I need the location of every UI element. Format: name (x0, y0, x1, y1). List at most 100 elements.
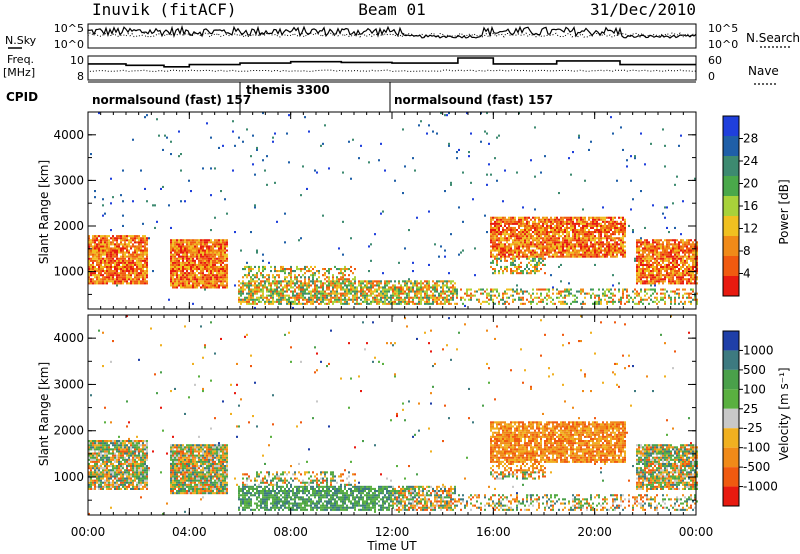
echo-cell (656, 251, 658, 254)
echo-cell (100, 268, 102, 271)
echo-cell (212, 270, 214, 273)
echo-cell (298, 302, 300, 305)
echo-cell (504, 251, 506, 254)
echo-cell (566, 247, 568, 250)
echo-cell (220, 276, 222, 279)
echo-cell (106, 263, 108, 266)
echo-cell (504, 245, 506, 248)
echo-cell (242, 280, 244, 283)
echo-cell (674, 259, 676, 262)
echo-cell (496, 222, 498, 225)
echo-cell (692, 257, 694, 260)
echo-cell (264, 300, 266, 303)
echo-cell (334, 280, 336, 283)
echo-cell (628, 294, 630, 297)
echo-cell (190, 190, 192, 193)
echo-cell (664, 251, 666, 254)
echo-cell (206, 268, 208, 271)
echo-cell (188, 259, 190, 262)
echo-cell (174, 239, 176, 242)
echo-cell (612, 216, 614, 219)
echo-cell (200, 259, 202, 262)
echo-cell (128, 276, 130, 279)
echo-cell (648, 302, 650, 305)
echo-cell (542, 222, 544, 225)
echo-cell (538, 229, 540, 232)
echo-cell (516, 272, 518, 275)
echo-cell (140, 261, 142, 264)
echo-cell (194, 265, 196, 268)
echo-cell (182, 276, 184, 279)
echo-cell (466, 290, 468, 293)
echo-cell (270, 302, 272, 305)
echo-cell (130, 265, 132, 268)
echo-cell (98, 251, 100, 254)
echo-cell (622, 233, 624, 236)
echo-cell (214, 253, 216, 256)
echo-cell (534, 226, 536, 229)
echo-cell (494, 268, 496, 271)
echo-cell (222, 282, 224, 285)
echo-cell (100, 255, 102, 258)
echo-cell (672, 247, 674, 250)
echo-cell (582, 239, 584, 242)
echo-cell (450, 298, 452, 301)
echo-cell (144, 241, 146, 244)
echo-cell (576, 218, 578, 221)
echo-cell (514, 247, 516, 250)
echo-cell (144, 280, 146, 283)
echo-cell (128, 261, 130, 264)
echo-cell (670, 243, 672, 246)
echo-cell (140, 253, 142, 256)
echo-cell (582, 222, 584, 225)
echo-cell (428, 282, 430, 285)
echo-cell (540, 298, 542, 301)
echo-cell (210, 257, 212, 260)
echo-cell (108, 270, 110, 273)
echo-cell (668, 241, 670, 244)
echo-cell (584, 245, 586, 248)
echo-cell (502, 298, 504, 301)
echo-cell (110, 249, 112, 252)
echo-cell (250, 290, 252, 293)
echo-cell (258, 284, 260, 287)
echo-cell (562, 229, 564, 232)
echo-cell (584, 179, 586, 182)
echo-cell (562, 247, 564, 250)
echo-cell (208, 268, 210, 271)
echo-cell (88, 241, 90, 244)
echo-cell (338, 292, 340, 295)
echo-cell (600, 243, 602, 246)
echo-cell (558, 247, 560, 250)
echo-cell (306, 270, 308, 273)
echo-cell (572, 239, 574, 242)
echo-cell (428, 288, 430, 291)
echo-cell (126, 261, 128, 264)
echo-cell (542, 255, 544, 258)
echo-cell (668, 245, 670, 248)
echo-cell (94, 253, 96, 256)
echo-cell (352, 272, 354, 275)
echo-cell (210, 241, 212, 244)
echo-cell (292, 282, 294, 285)
echo-cell (286, 284, 288, 287)
echo-cell (206, 251, 208, 254)
echo-cell (532, 235, 534, 238)
echo-cell (512, 216, 514, 219)
echo-cell (206, 282, 208, 285)
echo-cell (106, 251, 108, 254)
echo-cell (436, 282, 438, 285)
echo-cell (504, 300, 506, 303)
echo-cell (270, 300, 272, 303)
echo-cell (530, 272, 532, 275)
echo-cell (308, 282, 310, 285)
echo-cell (98, 274, 100, 277)
echo-cell (686, 274, 688, 277)
echo-cell (126, 251, 128, 254)
echo-cell (648, 268, 650, 271)
echo-cell (392, 286, 394, 289)
echo-cell (172, 247, 174, 250)
echo-cell (410, 286, 412, 289)
echo-cell (692, 251, 694, 254)
echo-cell (660, 276, 662, 279)
